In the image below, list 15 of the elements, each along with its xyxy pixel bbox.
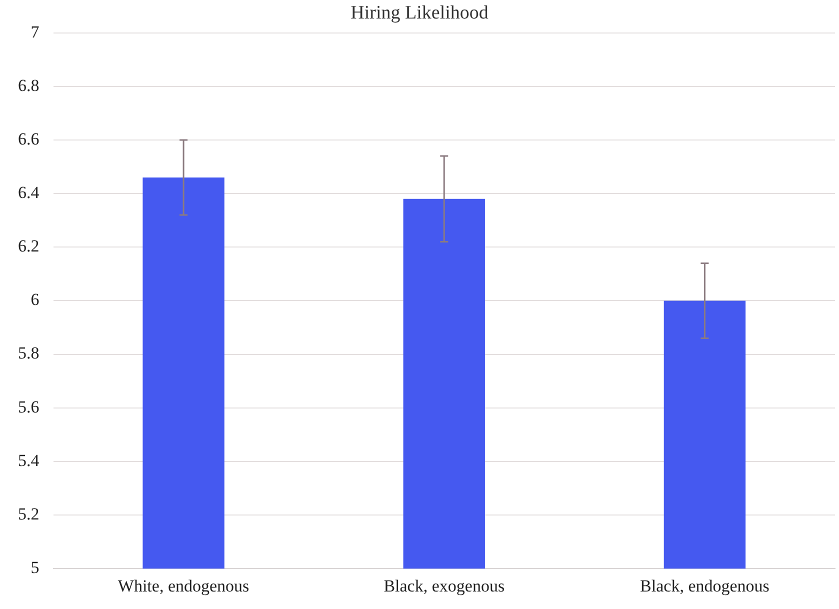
x-tick-label: Black, exogenous bbox=[384, 576, 505, 596]
x-tick-label: Black, endogenous bbox=[640, 576, 770, 596]
y-tick-label: 5.6 bbox=[18, 397, 40, 416]
y-tick-label: 6 bbox=[30, 290, 40, 310]
chart-title: Hiring Likelihood bbox=[350, 2, 489, 24]
y-tick-label: 6.6 bbox=[18, 129, 40, 148]
y-tick-label: 6.2 bbox=[18, 236, 40, 256]
y-tick-label: 6.8 bbox=[18, 76, 40, 95]
y-tick-label: 5.8 bbox=[18, 344, 40, 363]
y-tick-label: 5.2 bbox=[18, 504, 40, 524]
y-tick-label: 5 bbox=[30, 558, 40, 578]
y-tick-label: 7 bbox=[30, 22, 40, 42]
x-tick-label: White, endogenous bbox=[118, 576, 250, 596]
y-tick-label: 5.4 bbox=[18, 450, 40, 470]
y-tick-label: 6.4 bbox=[18, 183, 40, 202]
